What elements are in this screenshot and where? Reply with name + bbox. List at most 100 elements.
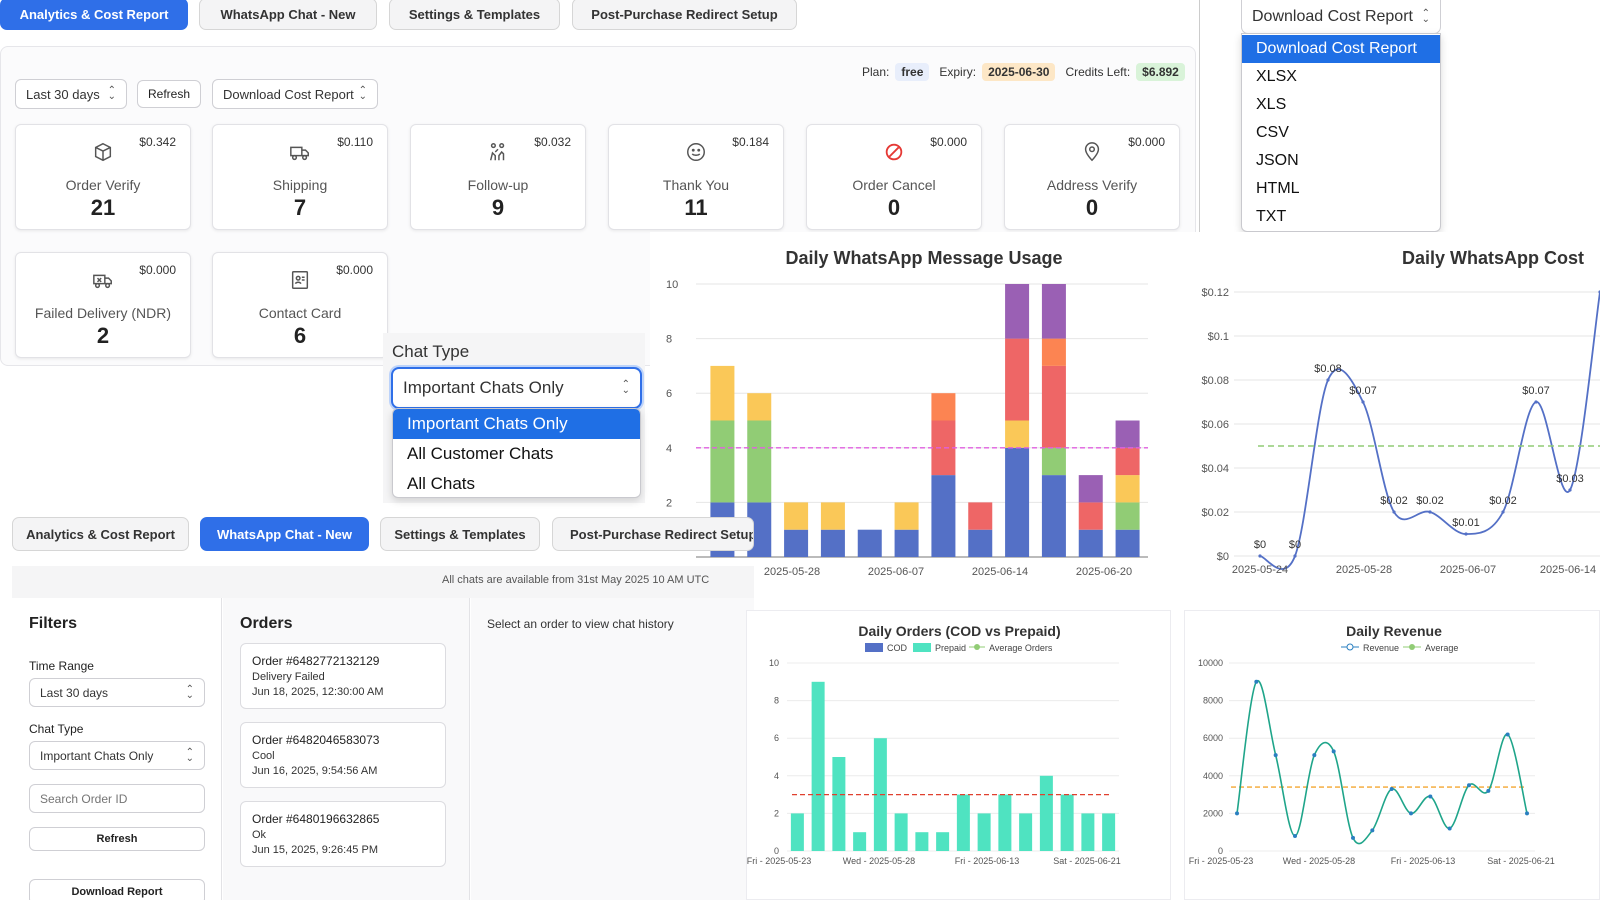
point-label: $0.02 [1380, 495, 1408, 507]
bar-prepaid [1019, 813, 1033, 851]
legend-label-average: Average Orders [989, 643, 1053, 653]
bar-segment [968, 529, 993, 557]
bar-segment [931, 475, 956, 557]
range-select[interactable]: Last 30 days ⌃ ⌄ [15, 79, 127, 109]
point-label: $0 [1254, 539, 1266, 551]
revenue-point [1486, 788, 1491, 793]
chevron-updown-icon: ⌃ ⌄ [185, 683, 194, 701]
cost-point [1293, 554, 1297, 558]
tab-analytics[interactable]: Analytics & Cost Report [0, 0, 188, 30]
bottom-tab-redirect-setup[interactable]: Post-Purchase Redirect Setup [552, 517, 754, 551]
tab-whatsapp-chat[interactable]: WhatsApp Chat - New [199, 0, 377, 30]
card-count: 2 [96, 323, 110, 348]
download-option-csv[interactable]: CSV [1256, 124, 1289, 141]
revenue-point [1254, 679, 1259, 684]
orders-title: Orders [240, 615, 293, 632]
y-tick-label: $0.12 [1201, 287, 1229, 299]
chat-type-filter-label: Chat Type [29, 722, 84, 736]
bar-segment [1005, 420, 1030, 448]
download-option-cost-report[interactable]: Download Cost Report [1242, 35, 1440, 63]
revenue-point [1331, 749, 1336, 754]
download-option-html[interactable]: HTML [1256, 180, 1300, 197]
revenue-point [1370, 828, 1375, 833]
card-cost: $0.110 [337, 135, 373, 149]
order-card[interactable]: Order #6480196632865 Ok Jun 15, 2025, 9:… [240, 801, 446, 867]
time-range-select[interactable]: Last 30 days ⌃ ⌄ [29, 678, 205, 707]
bar-prepaid [832, 757, 846, 851]
chat-type-select[interactable]: Important Chats Only ⌃ ⌄ [391, 367, 642, 409]
order-card[interactable]: Order #6482046583073 Cool Jun 16, 2025, … [240, 722, 446, 788]
x-tick-label: 2025-06-14 [1540, 564, 1596, 576]
y-tick-label: 0 [774, 846, 779, 856]
x-tick-label: Fri - 2025-05-23 [747, 856, 811, 866]
chat-type-list: Important Chats Only All Customer Chats … [392, 408, 641, 498]
card-shipping: $0.110 Shipping 7 [212, 124, 388, 230]
bar-segment [820, 529, 845, 557]
point-label: $0.02 [1489, 495, 1517, 507]
daily-cost-chart-panel: Daily WhatsApp Cost $0 $0.02 $0.04 $0.06 $0.… [1198, 232, 1600, 590]
x-tick-label: Fri - 2025-06-13 [1391, 856, 1456, 866]
cost-point [1392, 510, 1396, 514]
x-tick-label: Fri - 2025-05-23 [1189, 856, 1254, 866]
credits-badge: $6.892 [1136, 63, 1185, 81]
bar-segment [1078, 529, 1103, 557]
bar-prepaid [1081, 813, 1095, 851]
truck-icon [213, 141, 387, 163]
plan-info: Plan: free Expiry: 2025-06-30 Credits Le… [862, 62, 1185, 82]
download-dropdown-select[interactable]: Download Cost Report ⌃ ⌄ [1241, 0, 1441, 34]
search-order-input[interactable] [29, 784, 205, 813]
filters-refresh-button[interactable]: Refresh [29, 827, 205, 851]
chat-notice-bar [12, 566, 754, 598]
chat-type-option-important[interactable]: Important Chats Only [393, 409, 640, 439]
card-failed-delivery: $0.000 Failed Delivery (NDR) 2 [15, 252, 191, 358]
card-label: Order Verify [65, 177, 141, 193]
x-tick-label: Fri - 2025-06-13 [955, 856, 1020, 866]
x-tick-label: 2025-06-07 [868, 566, 924, 578]
y-tick-label: 8000 [1203, 696, 1223, 706]
bottom-tab-settings[interactable]: Settings & Templates [380, 517, 540, 551]
point-label: $0.02 [1416, 495, 1444, 507]
daily-revenue-chart: Revenue Average 0 2000 4000 6000 8000 10000 Fri … [1189, 643, 1555, 866]
card-contact-card: $0.000 Contact Card 6 [212, 252, 388, 358]
x-tick-label: Wed - 2025-05-28 [1283, 856, 1355, 866]
card-count: 0 [887, 195, 901, 220]
point-label: $0.01 [1452, 517, 1480, 529]
refresh-button[interactable]: Refresh [137, 80, 201, 108]
y-tick-label: 2 [666, 497, 672, 509]
bottom-tab-whatsapp-chat[interactable]: WhatsApp Chat - New [200, 517, 369, 551]
order-card[interactable]: Order #6482772132129 Delivery Failed Jun… [240, 643, 446, 709]
download-option-xls[interactable]: XLS [1256, 96, 1287, 113]
chat-notice: All chats are available from 31st May 20… [442, 574, 710, 586]
download-report-button[interactable]: Download Report [29, 879, 205, 900]
order-id: Order #6482046583073 [252, 733, 380, 747]
revenue-point [1351, 835, 1355, 840]
range-select-value: Last 30 days [26, 86, 100, 102]
point-label: $0.03 [1556, 473, 1584, 485]
y-tick-label: $0 [1217, 551, 1229, 563]
revenue-point [1389, 786, 1394, 791]
legend-label-average: Average [1425, 643, 1458, 653]
point-label: $0.08 [1314, 363, 1342, 375]
download-option-txt[interactable]: TXT [1256, 208, 1287, 225]
card-cost: $0.000 [930, 135, 967, 149]
bar-segment [1041, 338, 1066, 366]
x-tick-label: Sat - 2025-06-21 [1487, 856, 1555, 866]
people-icon [411, 141, 585, 163]
y-tick-label: 4000 [1203, 771, 1223, 781]
chat-type-option-all[interactable]: All Chats [407, 474, 476, 493]
bottom-tab-analytics[interactable]: Analytics & Cost Report [12, 517, 189, 551]
chat-type-option-all-customer[interactable]: All Customer Chats [407, 444, 554, 463]
bar-segment [1115, 420, 1140, 448]
download-option-json[interactable]: JSON [1256, 152, 1299, 169]
download-option-xlsx[interactable]: XLSX [1256, 68, 1297, 85]
tab-redirect-setup[interactable]: Post-Purchase Redirect Setup [572, 0, 797, 30]
revenue-point [1447, 826, 1452, 831]
bar-segment [1041, 365, 1066, 448]
tab-settings[interactable]: Settings & Templates [389, 0, 560, 30]
legend-marker-average [974, 644, 980, 650]
chat-type-filter-select[interactable]: Important Chats Only ⌃ ⌄ [29, 741, 205, 770]
download-cost-select[interactable]: Download Cost Report ⌃ ⌄ [212, 79, 378, 109]
bar-segment [1005, 284, 1030, 339]
chat-type-select-value: Important Chats Only [403, 378, 564, 397]
smile-icon [609, 141, 783, 163]
